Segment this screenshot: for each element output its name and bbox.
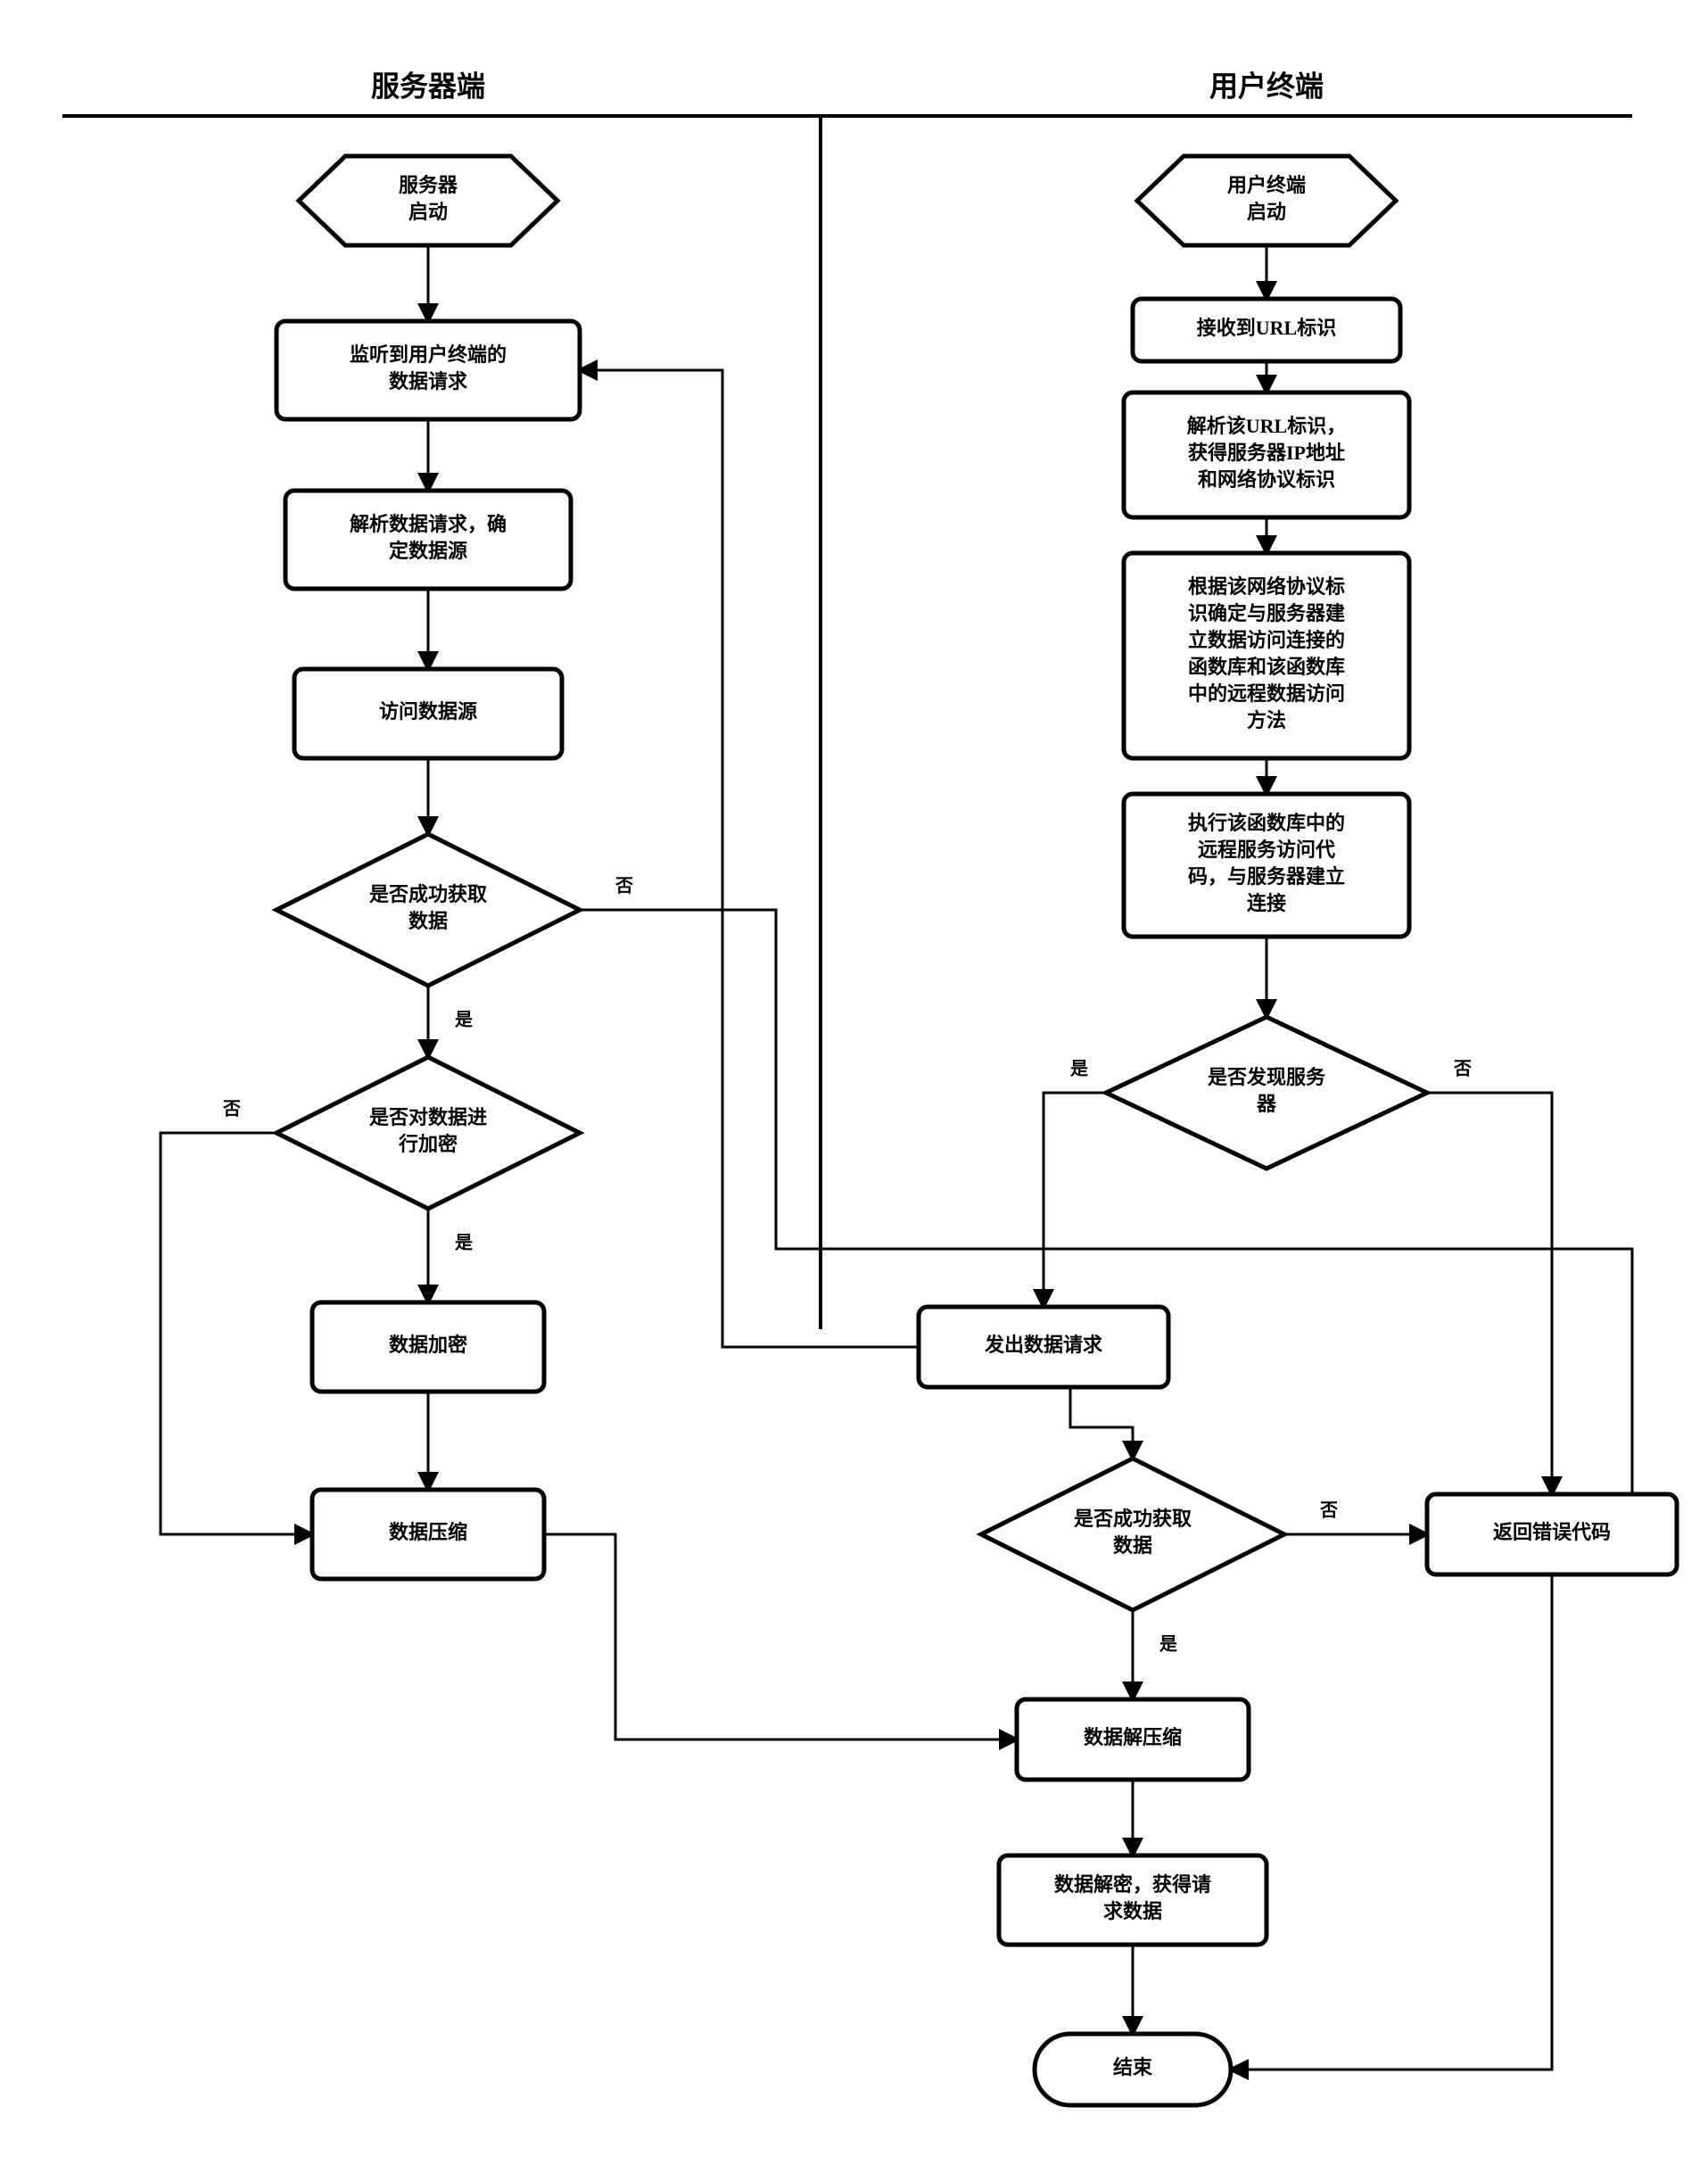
edge-u_send-s_listen <box>580 370 919 1347</box>
node-s_listen-line-0: 监听到用户终端的 <box>350 343 507 366</box>
edge-label-14: 否 <box>1453 1060 1472 1079</box>
node-u_lib-line-1: 识确定与服务器建 <box>1188 602 1345 624</box>
node-u_succ-line-1: 数据 <box>1113 1534 1152 1557</box>
node-u_parse-line-0: 解析该URL标识， <box>1187 415 1346 437</box>
node-u_decrypt-line-0: 数据解密，获得请 <box>1054 1873 1211 1896</box>
node-s_enc: 数据加密 <box>312 1302 544 1392</box>
node-u_exec-line-0: 执行该函数库中的 <box>1188 812 1345 834</box>
node-u_parse-line-1: 获得服务器IP地址 <box>1188 442 1345 464</box>
edge-label-4: 是 <box>454 1010 473 1030</box>
node-s_access-line-0: 访问数据源 <box>379 700 477 723</box>
edge-u_send-u_succ <box>1070 1387 1133 1458</box>
node-u_send: 发出数据请求 <box>919 1307 1168 1387</box>
edge-u_discov-u_send <box>1044 1093 1106 1307</box>
edge-label-7: 否 <box>222 1100 241 1120</box>
node-u_start-line-1: 启动 <box>1247 201 1286 223</box>
node-s_encq-line-1: 行加密 <box>398 1133 458 1155</box>
node-u_parse: 解析该URL标识， 获得服务器IP地址和网络协议标识 <box>1124 393 1409 517</box>
node-s_start-line-0: 服务器 <box>399 174 458 196</box>
node-s_start-line-1: 启动 <box>408 201 448 223</box>
node-u_start-line-0: 用户终端 <box>1227 174 1306 196</box>
node-u_error-line-0: 返回错误代码 <box>1493 1521 1611 1543</box>
node-u_exec: 执行该函数库中的远程服务访问代码，与服务器建立连接 <box>1124 794 1409 937</box>
node-u_lib-line-4: 中的远程数据访问 <box>1188 682 1345 705</box>
edge-u_discov-u_error <box>1427 1093 1552 1494</box>
node-u_decomp: 数据解压缩 <box>1017 1699 1249 1780</box>
edge-label-21: 否 <box>615 877 633 897</box>
node-s_succ-line-0: 是否成功获取 <box>369 883 487 905</box>
node-u_error: 返回错误代码 <box>1427 1494 1677 1574</box>
node-u_decrypt-line-1: 求数据 <box>1103 1900 1162 1922</box>
node-u_recv: 接收到URL标识 <box>1133 299 1400 361</box>
edge-label-18: 否 <box>1319 1501 1338 1521</box>
node-u_start: 用户终端启动 <box>1137 156 1396 245</box>
node-s_parse-line-0: 解析数据请求，确 <box>350 513 507 535</box>
node-u_recv-line-0: 接收到URL标识 <box>1197 317 1336 339</box>
node-s_enc-line-0: 数据加密 <box>389 1334 467 1356</box>
node-u_discov-line-1: 器 <box>1256 1093 1277 1115</box>
node-s_succ: 是否成功获取数据 <box>276 834 580 986</box>
node-s_parse: 解析数据请求，确定数据源 <box>285 491 571 589</box>
node-s_listen-line-1: 数据请求 <box>389 370 467 393</box>
node-u_exec-line-2: 码，与服务器建立 <box>1188 865 1345 888</box>
node-s_parse-line-1: 定数据源 <box>389 540 467 562</box>
edge-label-5: 是 <box>454 1233 473 1253</box>
svg-text:服务器端: 服务器端 <box>371 70 485 102</box>
node-s_comp-line-0: 数据压缩 <box>389 1521 467 1543</box>
edge-label-13: 是 <box>1069 1059 1088 1079</box>
node-u_exec-line-1: 远程服务访问代 <box>1198 839 1335 861</box>
node-u_parse-line-2: 和网络协议标识 <box>1198 468 1335 491</box>
node-u_decomp-line-0: 数据解压缩 <box>1084 1726 1182 1748</box>
node-u_exec-line-3: 连接 <box>1247 892 1286 914</box>
edge-u_error-u_end <box>1231 1574 1552 2070</box>
node-u_lib-line-3: 函数库和该函数库 <box>1188 656 1345 678</box>
svg-text:用户终端: 用户终端 <box>1209 70 1324 102</box>
node-u_succ: 是否成功获取数据 <box>981 1458 1284 1610</box>
edge-label-17: 是 <box>1159 1634 1177 1655</box>
node-s_start: 服务器启动 <box>299 156 557 245</box>
node-u_lib-line-5: 方法 <box>1247 709 1286 731</box>
flowchart-diagram: 服务器端用户终端是是否是否是否否服务器启动监听到用户终端的数据请求解析数据请求，… <box>0 0 1708 2165</box>
node-u_end: 结束 <box>1035 2034 1231 2105</box>
node-s_comp: 数据压缩 <box>312 1490 544 1579</box>
node-u_discov: 是否发现服务器 <box>1106 1017 1427 1169</box>
node-s_encq-line-0: 是否对数据进 <box>369 1106 487 1128</box>
node-u_lib: 根据该网络协议标识确定与服务器建立数据访问连接的函数库和该函数库中的远程数据访问… <box>1124 553 1409 758</box>
node-u_lib-line-0: 根据该网络协议标 <box>1188 575 1345 598</box>
node-s_succ-line-1: 数据 <box>408 910 448 932</box>
node-s_encq: 是否对数据进行加密 <box>276 1057 580 1209</box>
node-u_end-line-0: 结束 <box>1113 2056 1153 2078</box>
edge-s_comp-u_decomp <box>544 1534 1017 1739</box>
node-s_access: 访问数据源 <box>294 669 562 758</box>
node-u_lib-line-2: 立数据访问连接的 <box>1188 629 1345 651</box>
edge-s_succ-u_error <box>580 910 1632 1516</box>
node-u_succ-line-0: 是否成功获取 <box>1074 1508 1192 1530</box>
node-u_discov-line-0: 是否发现服务 <box>1208 1066 1326 1088</box>
node-s_listen: 监听到用户终端的数据请求 <box>276 321 580 419</box>
edge-s_encq-s_comp <box>161 1133 312 1534</box>
node-u_send-line-0: 发出数据请求 <box>984 1334 1102 1356</box>
node-u_decrypt: 数据解密，获得请求数据 <box>999 1855 1267 1945</box>
